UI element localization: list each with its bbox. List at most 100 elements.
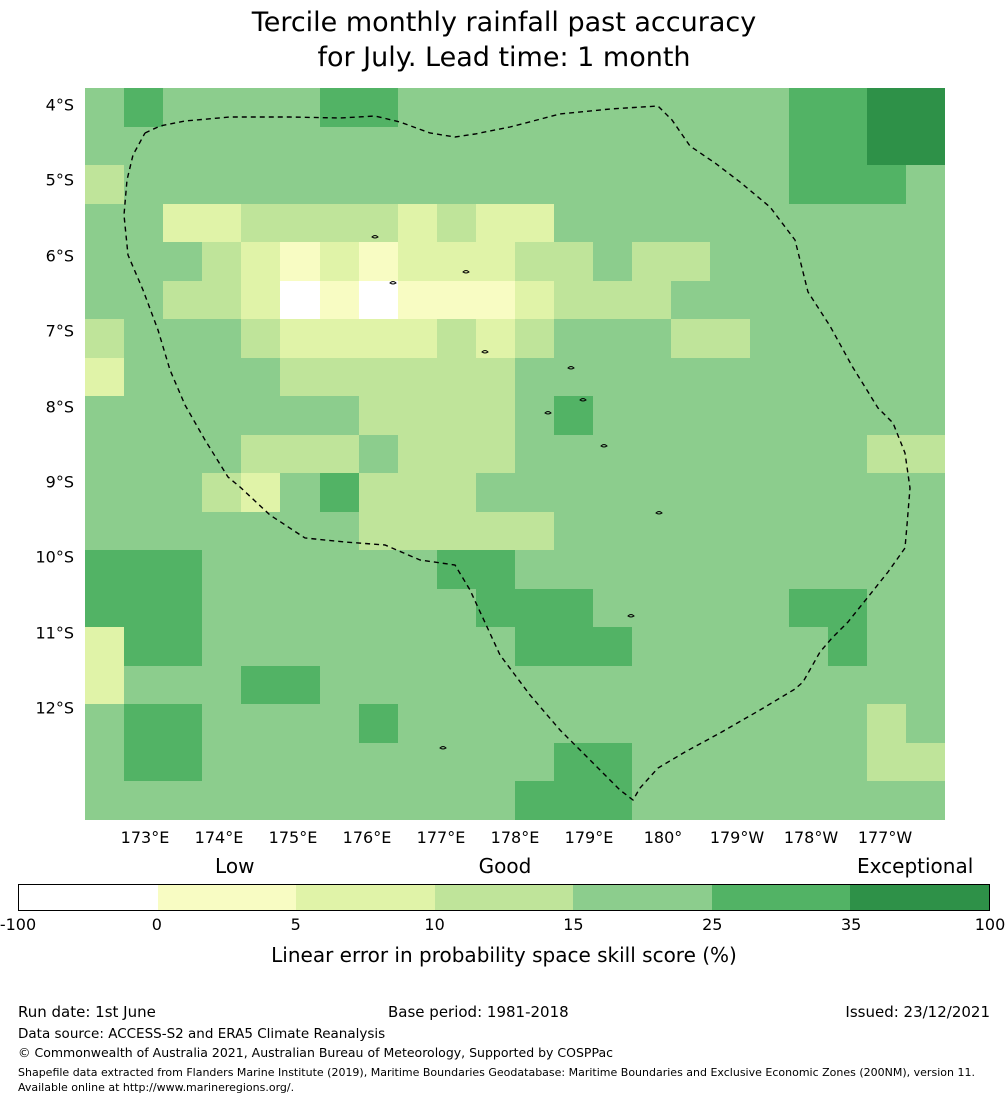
heatmap-cell — [202, 165, 242, 204]
heatmap-cell — [85, 203, 125, 243]
heatmap-cell — [436, 704, 476, 743]
heatmap-cell — [671, 165, 711, 204]
colorbar-tick-label: 5 — [290, 915, 301, 934]
heatmap-cell — [436, 742, 476, 782]
heatmap-cell — [788, 280, 828, 320]
heatmap-cell — [788, 704, 828, 743]
colorbar — [18, 884, 990, 911]
heatmap-cell — [202, 319, 242, 358]
heatmap-cell — [319, 280, 359, 320]
heatmap-cell — [397, 126, 437, 166]
heatmap-cell — [85, 704, 125, 743]
heatmap-cell — [827, 203, 867, 243]
heatmap-cell — [163, 203, 203, 243]
heatmap-cell — [827, 242, 867, 281]
heatmap-cell — [827, 473, 867, 512]
colorbar-tick-label: 100 — [974, 915, 1006, 934]
heatmap-cell — [241, 203, 281, 243]
y-tick-label: 11°S — [35, 623, 74, 643]
colorbar-segment — [573, 885, 712, 910]
heatmap-cell — [163, 627, 203, 666]
heatmap-cell — [593, 742, 633, 782]
heatmap-cell — [358, 280, 398, 320]
heatmap-cell — [124, 473, 164, 512]
heatmap-cell — [671, 627, 711, 666]
heatmap-cell — [85, 434, 125, 474]
heatmap-cell — [632, 665, 672, 705]
heatmap-cell — [593, 665, 633, 705]
heatmap-cell — [319, 511, 359, 551]
heatmap-cell — [710, 665, 750, 705]
heatmap-cell — [319, 550, 359, 589]
heatmap-cell — [788, 434, 828, 474]
heatmap-cell — [827, 588, 867, 628]
heatmap-cell — [632, 742, 672, 782]
heatmap-cell — [710, 473, 750, 512]
heatmap-cell — [749, 203, 789, 243]
heatmap-cell — [788, 742, 828, 782]
heatmap-cell — [319, 742, 359, 782]
heatmap-cell — [358, 357, 398, 397]
heatmap-cell — [827, 742, 867, 782]
heatmap-cell — [436, 319, 476, 358]
colorbar-segment — [19, 885, 158, 910]
heatmap-cell — [280, 704, 320, 743]
heatmap-cell — [475, 396, 515, 435]
heatmap-cell — [397, 319, 437, 358]
heatmap-cell — [241, 781, 281, 820]
heatmap-cell — [358, 242, 398, 281]
heatmap-cell — [124, 319, 164, 358]
heatmap-cell — [241, 511, 281, 551]
heatmap-cell — [593, 165, 633, 204]
heatmap-cell — [475, 550, 515, 589]
heatmap-cell — [749, 357, 789, 397]
heatmap-cell — [280, 627, 320, 666]
heatmap-cell — [514, 781, 555, 820]
heatmap-cell — [827, 319, 867, 358]
heatmap-cell — [905, 627, 945, 666]
heatmap-cell — [280, 511, 320, 551]
heatmap-cell — [319, 126, 359, 166]
heatmap-cell — [788, 588, 828, 628]
heatmap-cell — [866, 704, 906, 743]
heatmap-cell — [397, 280, 437, 320]
heatmap-cell — [632, 319, 672, 358]
chart-title: Tercile monthly rainfall past accuracy f… — [0, 6, 1008, 75]
heatmap-cell — [710, 704, 750, 743]
heatmap-cell — [163, 473, 203, 512]
heatmap-cell — [124, 280, 164, 320]
heatmap-cell — [671, 242, 711, 281]
heatmap-cell — [358, 627, 398, 666]
heatmap-cell — [866, 319, 906, 358]
heatmap-cell — [866, 357, 906, 397]
heatmap-cell — [554, 511, 594, 551]
colorbar-segment — [711, 885, 851, 910]
heatmap-cell — [827, 434, 867, 474]
heatmap-cell — [788, 473, 828, 512]
heatmap-cell — [124, 434, 164, 474]
heatmap-cell — [436, 550, 476, 589]
heatmap-cell — [241, 280, 281, 320]
heatmap-cell — [358, 165, 398, 204]
heatmap-cell — [827, 550, 867, 589]
heatmap-cell — [163, 280, 203, 320]
heatmap-cell — [905, 165, 945, 204]
heatmap-cell — [671, 319, 711, 358]
heatmap-cell — [436, 665, 476, 705]
heatmap-cell — [436, 165, 476, 204]
heatmap-cell — [436, 588, 476, 628]
heatmap-cell — [436, 434, 476, 474]
heatmap-cell — [866, 88, 906, 127]
heatmap-cell — [788, 665, 828, 705]
heatmap-cell — [85, 781, 125, 820]
heatmap-cell — [866, 781, 906, 820]
colorbar-category-label: Exceptional — [857, 854, 974, 878]
heatmap-cell — [319, 165, 359, 204]
heatmap-cell — [866, 126, 906, 166]
heatmap-cell — [632, 550, 672, 589]
x-tick-label: 174°E — [194, 828, 244, 847]
heatmap-cell — [788, 126, 828, 166]
heatmap-cell — [632, 165, 672, 204]
heatmap-cell — [827, 280, 867, 320]
heatmap-cell — [280, 550, 320, 589]
